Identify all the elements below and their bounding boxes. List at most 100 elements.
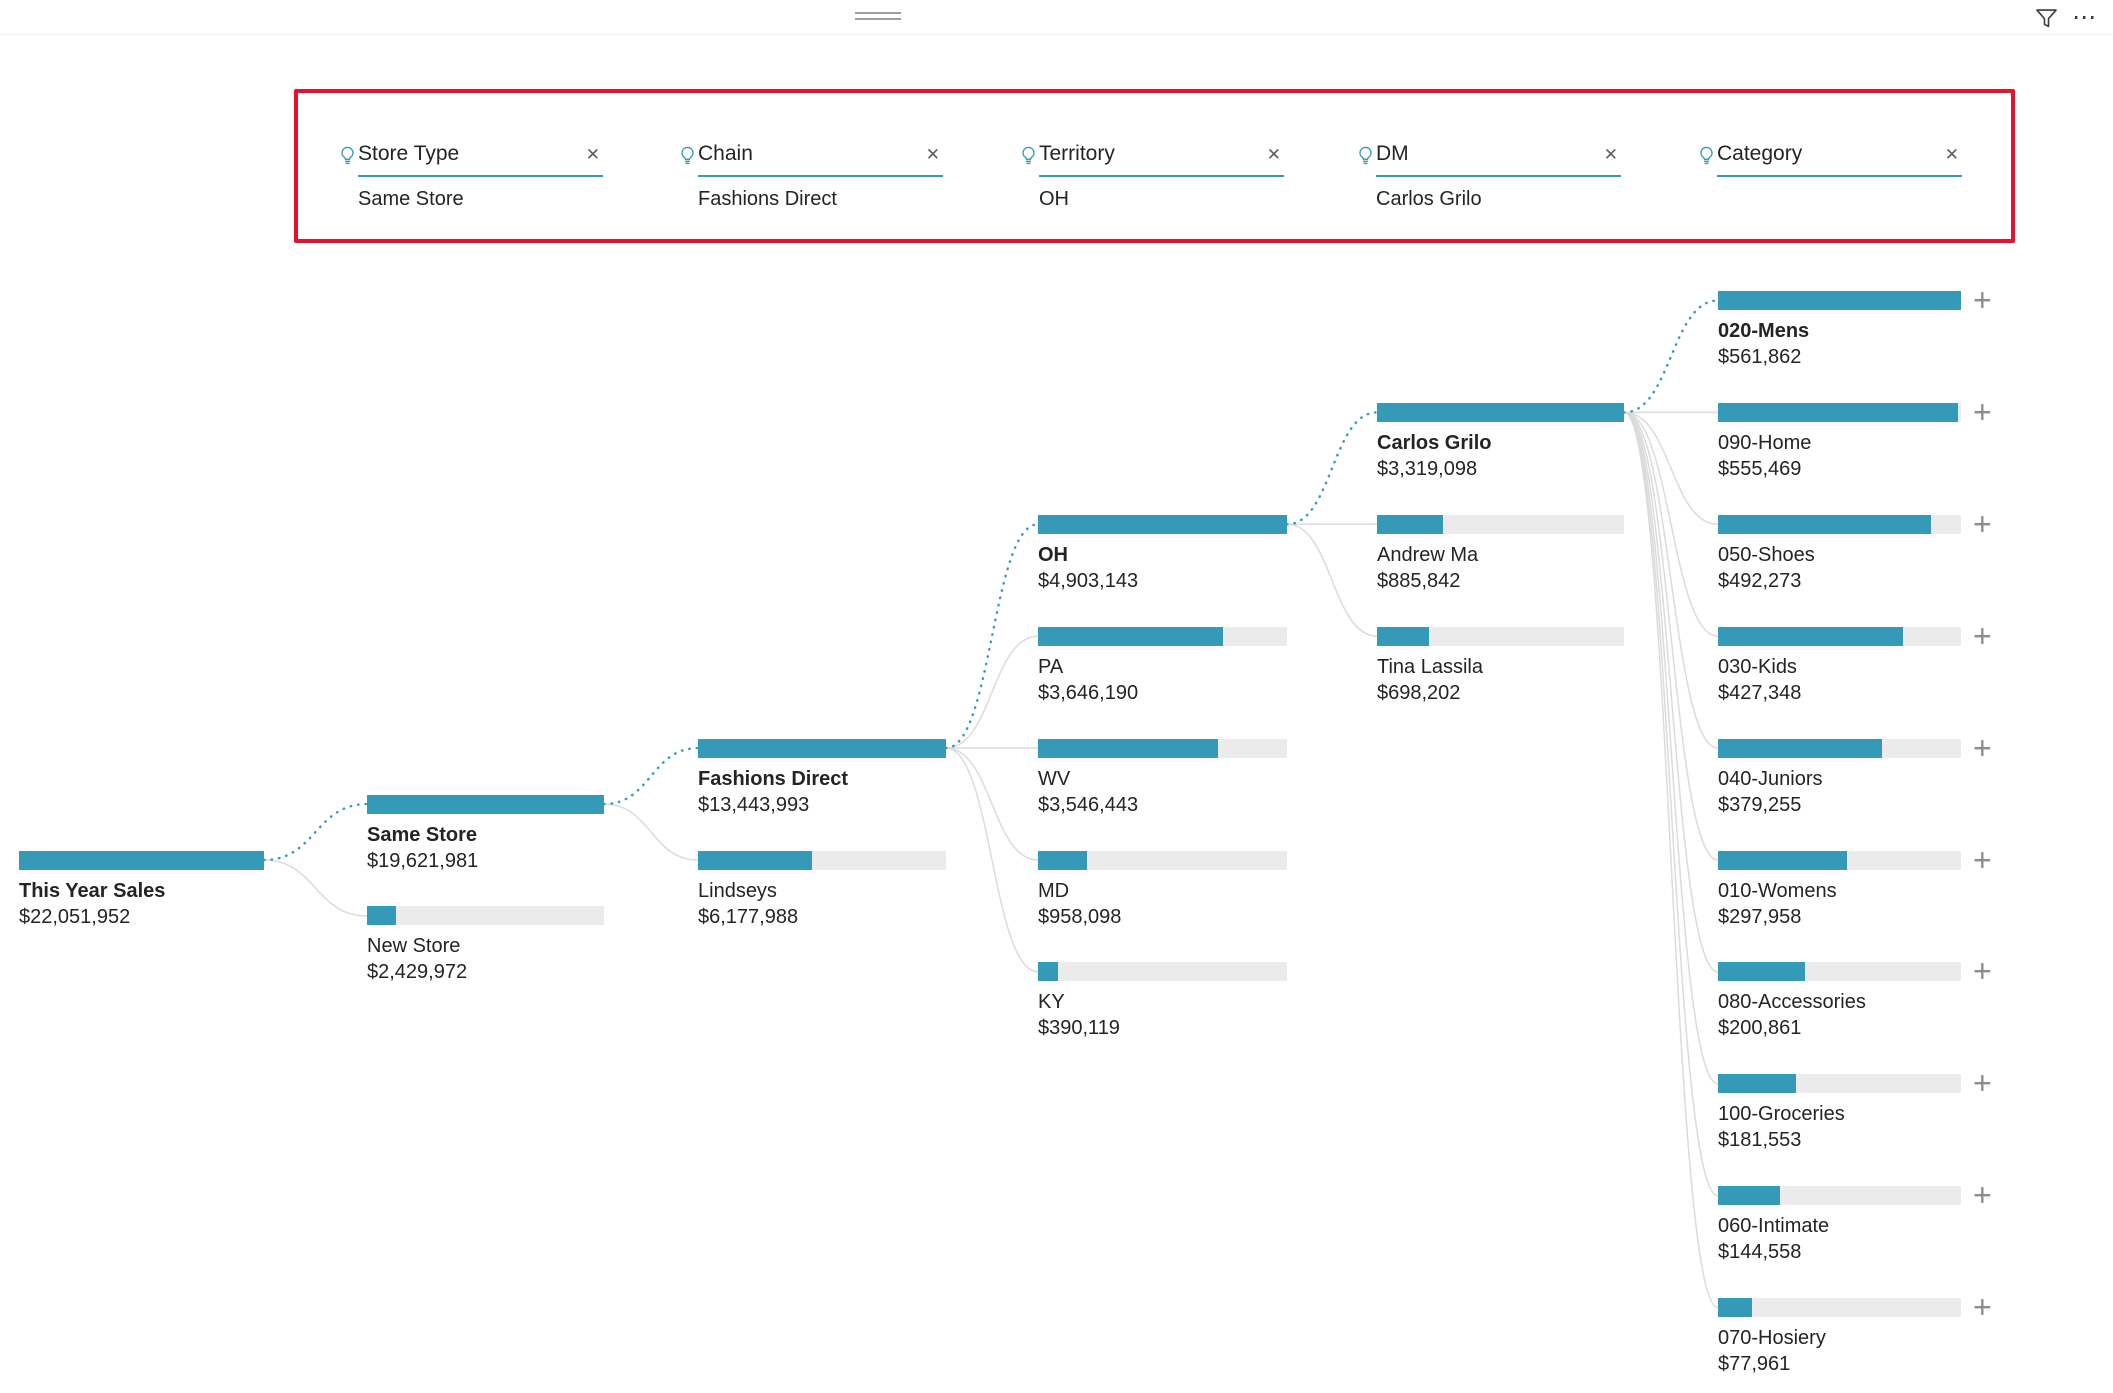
node-value: $555,469 [1718,458,1802,480]
node-label: 010-Womens [1718,880,1837,902]
node-bar-track [1718,515,1961,534]
node-bar-fill [1718,962,1805,981]
tree-node-oh[interactable]: OH $4,903,143 [1038,515,1287,594]
lightbulb-icon [677,142,698,171]
lightbulb-icon [1018,142,1039,171]
node-bar-fill [1718,1298,1752,1317]
expand-plus-icon[interactable]: + [1973,842,1992,878]
drag-handle-line [855,12,901,14]
breadcrumb-dm[interactable]: DM ✕ Carlos Grilo [1355,142,1621,211]
tree-node-cat-010-womens[interactable]: 010-Womens $297,958 [1718,851,1961,930]
tree-node-fashions-direct[interactable]: Fashions Direct $13,443,993 [698,739,946,818]
node-bar-fill [1718,515,1931,534]
node-label: New Store [367,935,461,957]
breadcrumb-value: Same Store [358,188,464,210]
node-bar-track [698,851,946,870]
node-label: KY [1038,991,1065,1013]
breadcrumb-territory[interactable]: Territory ✕ OH [1018,142,1284,211]
tree-node-cat-040-juniors[interactable]: 040-Juniors $379,255 [1718,739,1961,818]
tree-node-cat-080-accessories[interactable]: 080-Accessories $200,861 [1718,962,1961,1041]
breadcrumb-chain[interactable]: Chain ✕ Fashions Direct [677,142,943,211]
close-icon[interactable]: ✕ [1603,144,1618,164]
close-icon[interactable]: ✕ [1266,144,1281,164]
tree-node-md[interactable]: MD $958,098 [1038,851,1287,930]
drag-handle-icon[interactable] [855,12,901,24]
node-bar-track [698,739,946,758]
node-bar-track [1718,1298,1961,1317]
node-bar-fill [19,851,264,870]
connector-edge [1623,411,1719,637]
node-label: 070-Hosiery [1718,1327,1826,1349]
expand-plus-icon[interactable]: + [1973,394,1992,430]
node-label: Carlos Grilo [1377,432,1492,454]
tree-node-lindseys[interactable]: Lindseys $6,177,988 [698,851,946,930]
node-label: Tina Lassila [1377,656,1483,678]
node-value: $379,255 [1718,794,1802,816]
tree-node-cat-020-mens[interactable]: 020-Mens $561,862 [1718,291,1961,370]
close-icon[interactable]: ✕ [925,144,940,164]
node-label: 080-Accessories [1718,991,1866,1013]
tree-node-cat-050-shoes[interactable]: 050-Shoes $492,273 [1718,515,1961,594]
expand-plus-icon[interactable]: + [1973,1177,1992,1213]
close-icon[interactable]: ✕ [585,144,600,164]
connector-edge [1623,411,1719,973]
breadcrumb-store-type[interactable]: Store Type ✕ Same Store [337,142,603,211]
node-bar-track [1718,627,1961,646]
node-label: 050-Shoes [1718,544,1815,566]
tree-node-pa[interactable]: PA $3,646,190 [1038,627,1287,706]
expand-plus-icon[interactable]: + [1973,730,1992,766]
node-value: $22,051,952 [19,906,131,928]
node-bar-fill [1718,739,1883,758]
tree-node-ky[interactable]: KY $390,119 [1038,962,1287,1041]
expand-plus-icon[interactable]: + [1973,506,1992,542]
tree-node-cat-060-intimate[interactable]: 060-Intimate $144,558 [1718,1186,1961,1265]
node-value: $13,443,993 [698,794,810,816]
connector-edge [1623,411,1719,1085]
node-bar-track [1718,291,1961,310]
node-bar-fill [1718,403,1959,422]
breadcrumb-label: Category [1717,142,1803,165]
tree-node-cat-030-kids[interactable]: 030-Kids $427,348 [1718,627,1961,706]
breadcrumb-label: Chain [698,142,753,165]
breadcrumb-label: DM [1376,142,1409,165]
tree-node-root[interactable]: This Year Sales $22,051,952 [19,851,264,930]
node-bar-track [1038,627,1287,646]
breadcrumb-header: Category ✕ [1696,142,1962,177]
selected-path-edge [1285,411,1379,526]
close-icon[interactable]: ✕ [1944,144,1959,164]
more-options-icon[interactable]: ⋯ [2072,4,2097,31]
tree-node-same-store[interactable]: Same Store $19,621,981 [367,795,604,874]
expand-plus-icon[interactable]: + [1973,1065,1992,1101]
node-bar-track [1038,962,1287,981]
node-label: Fashions Direct [698,768,849,790]
node-bar-track [1718,1074,1961,1093]
node-value: $427,348 [1718,682,1802,704]
tree-node-cat-100-groceries[interactable]: 100-Groceries $181,553 [1718,1074,1961,1153]
node-value: $3,646,190 [1038,682,1139,704]
tree-node-wv[interactable]: WV $3,546,443 [1038,739,1287,818]
connector-edge [1623,411,1719,1309]
breadcrumb-label: Store Type [358,142,460,165]
node-value: $561,862 [1718,346,1802,368]
node-value: $4,903,143 [1038,570,1139,592]
breadcrumb-category[interactable]: Category ✕ [1696,142,1962,188]
expand-plus-icon[interactable]: + [1973,953,1992,989]
node-value: $492,273 [1718,570,1802,592]
filter-icon[interactable] [2033,5,2060,32]
node-value: $181,553 [1718,1129,1802,1151]
node-label: 060-Intimate [1718,1215,1830,1237]
node-value: $6,177,988 [698,906,799,928]
tree-node-tina-lassila[interactable]: Tina Lassila $698,202 [1377,627,1624,706]
expand-plus-icon[interactable]: + [1973,282,1992,318]
tree-node-new-store[interactable]: New Store $2,429,972 [367,906,604,985]
tree-node-carlos-grilo[interactable]: Carlos Grilo $3,319,098 [1377,403,1624,482]
tree-node-cat-070-hosiery[interactable]: 070-Hosiery $77,961 [1718,1298,1961,1377]
breadcrumb-header: Store Type ✕ [337,142,603,177]
tree-node-andrew-ma[interactable]: Andrew Ma $885,842 [1377,515,1624,594]
breadcrumb-value: OH [1039,188,1069,210]
node-bar-fill [1377,515,1443,534]
expand-plus-icon[interactable]: + [1973,1289,1992,1325]
expand-plus-icon[interactable]: + [1973,618,1992,654]
node-bar-track [1718,962,1961,981]
tree-node-cat-090-home[interactable]: 090-Home $555,469 [1718,403,1961,482]
